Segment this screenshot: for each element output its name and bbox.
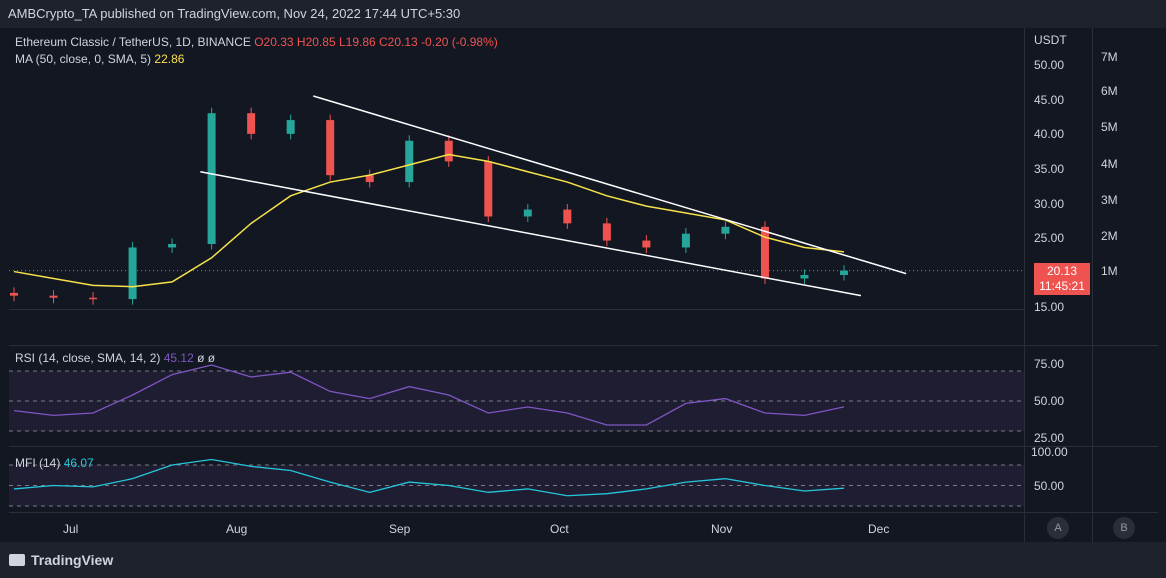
candle-body [10, 292, 18, 296]
rsi-value: 45.12 [163, 351, 194, 365]
candle-body [642, 240, 651, 248]
main-legend[interactable]: Ethereum Classic / TetherUS, 1D, BINANCE… [15, 35, 498, 49]
time-tick: Jul [63, 522, 79, 536]
candle-body [444, 140, 453, 162]
publisher-text: AMBCrypto_TA published on TradingView.co… [8, 6, 461, 21]
candle-body [207, 113, 216, 245]
rsi-tick: 25.00 [1034, 431, 1065, 445]
candle-body [247, 113, 256, 134]
change-value: -0.20 (-0.98%) [421, 35, 498, 49]
tradingview-logo-icon [9, 554, 25, 566]
open-value: O20.33 [254, 35, 294, 49]
candle-body [405, 140, 414, 183]
candle-body [721, 226, 730, 234]
candle-body [681, 233, 690, 248]
volume-tick: 7M [1101, 50, 1118, 64]
last-price: 20.13 [1046, 264, 1078, 278]
price-tick: 15.00 [1034, 300, 1065, 314]
currency-label: USDT [1034, 33, 1067, 47]
mfi-pane-top [9, 446, 1158, 447]
ma-value: 22.86 [154, 52, 185, 66]
candle-body [523, 209, 532, 217]
chart-area[interactable]: Ethereum Classic / TetherUS, 1D, BINANCE… [9, 28, 1158, 542]
auto-scale-button[interactable]: A [1047, 517, 1069, 539]
volume-tick: 6M [1101, 84, 1118, 98]
last-price-tag: 20.13 11:45:21 [1034, 263, 1090, 295]
price-tick: 25.00 [1034, 231, 1065, 245]
high-value: H20.85 [296, 35, 336, 49]
candle-body [326, 120, 335, 176]
rsi-legend[interactable]: RSI (14, close, SMA, 14, 2) 45.12 ø ø [15, 351, 215, 365]
symbol-label: Ethereum Classic / TetherUS, 1D, BINANCE [15, 35, 251, 49]
candle-body [49, 295, 58, 298]
candle-body [484, 161, 493, 217]
price-tick: 30.00 [1034, 197, 1065, 211]
time-tick: Dec [868, 522, 890, 536]
mfi-legend[interactable]: MFI (14) 46.07 [15, 456, 94, 470]
candle-body [168, 244, 177, 248]
time-tick: Oct [550, 522, 569, 536]
candle-body [563, 209, 572, 224]
close-value: C20.13 [379, 35, 418, 49]
time-tick: Aug [226, 522, 248, 536]
price-tick: 45.00 [1034, 93, 1065, 107]
candle-body [89, 297, 98, 300]
price-tick: 40.00 [1034, 127, 1065, 141]
tradingview-logo[interactable]: TradingView [9, 552, 113, 568]
time-tick: Nov [711, 522, 733, 536]
low-value: L19.86 [338, 35, 376, 49]
rsi-tick: 75.00 [1034, 357, 1065, 371]
price-axis-separator [1024, 28, 1025, 542]
mfi-label: MFI (14) [15, 456, 61, 470]
candle-body [760, 226, 769, 279]
ma-legend[interactable]: MA (50, close, 0, SMA, 5) 22.86 [15, 52, 184, 66]
rsi-pane-top [9, 345, 1158, 346]
volume-tick: 1M [1101, 264, 1118, 278]
chart-canvas[interactable] [9, 28, 1158, 542]
footer-bar: TradingView [0, 542, 1166, 578]
candle-body [128, 247, 137, 300]
countdown: 11:45:21 [1039, 279, 1085, 293]
main-pane-bottom [9, 309, 1024, 310]
lower-trendline [200, 170, 862, 297]
rsi-tick: 50.00 [1034, 394, 1065, 408]
candle-body [286, 120, 295, 134]
time-tick: Sep [389, 522, 411, 536]
candle-body [602, 223, 611, 241]
rsi-extra: ø ø [197, 351, 216, 365]
candle-body [800, 275, 809, 279]
mfi-tick: 100.00 [1031, 445, 1068, 459]
candle-body [365, 175, 374, 183]
rsi-line [13, 364, 845, 426]
log-scale-button[interactable]: B [1113, 517, 1135, 539]
mfi-value: 46.07 [63, 456, 94, 470]
publisher-bar: AMBCrypto_TA published on TradingView.co… [0, 0, 1166, 28]
volume-tick: 2M [1101, 229, 1118, 243]
ma-label: MA (50, close, 0, SMA, 5) [15, 52, 152, 66]
upper-trendline [313, 95, 907, 275]
rsi-label: RSI (14, close, SMA, 14, 2) [15, 351, 161, 365]
time-axis-top [9, 512, 1158, 513]
mfi-tick: 50.00 [1034, 479, 1065, 493]
price-tick: 35.00 [1034, 162, 1065, 176]
volume-axis-separator [1092, 28, 1093, 542]
volume-tick: 3M [1101, 193, 1118, 207]
price-tick: 50.00 [1034, 58, 1065, 72]
volume-tick: 5M [1101, 120, 1118, 134]
ma-line [13, 153, 845, 288]
logo-text: TradingView [31, 552, 114, 568]
volume-tick: 4M [1101, 157, 1118, 171]
mfi-line [13, 458, 845, 497]
candle-body [840, 270, 848, 276]
